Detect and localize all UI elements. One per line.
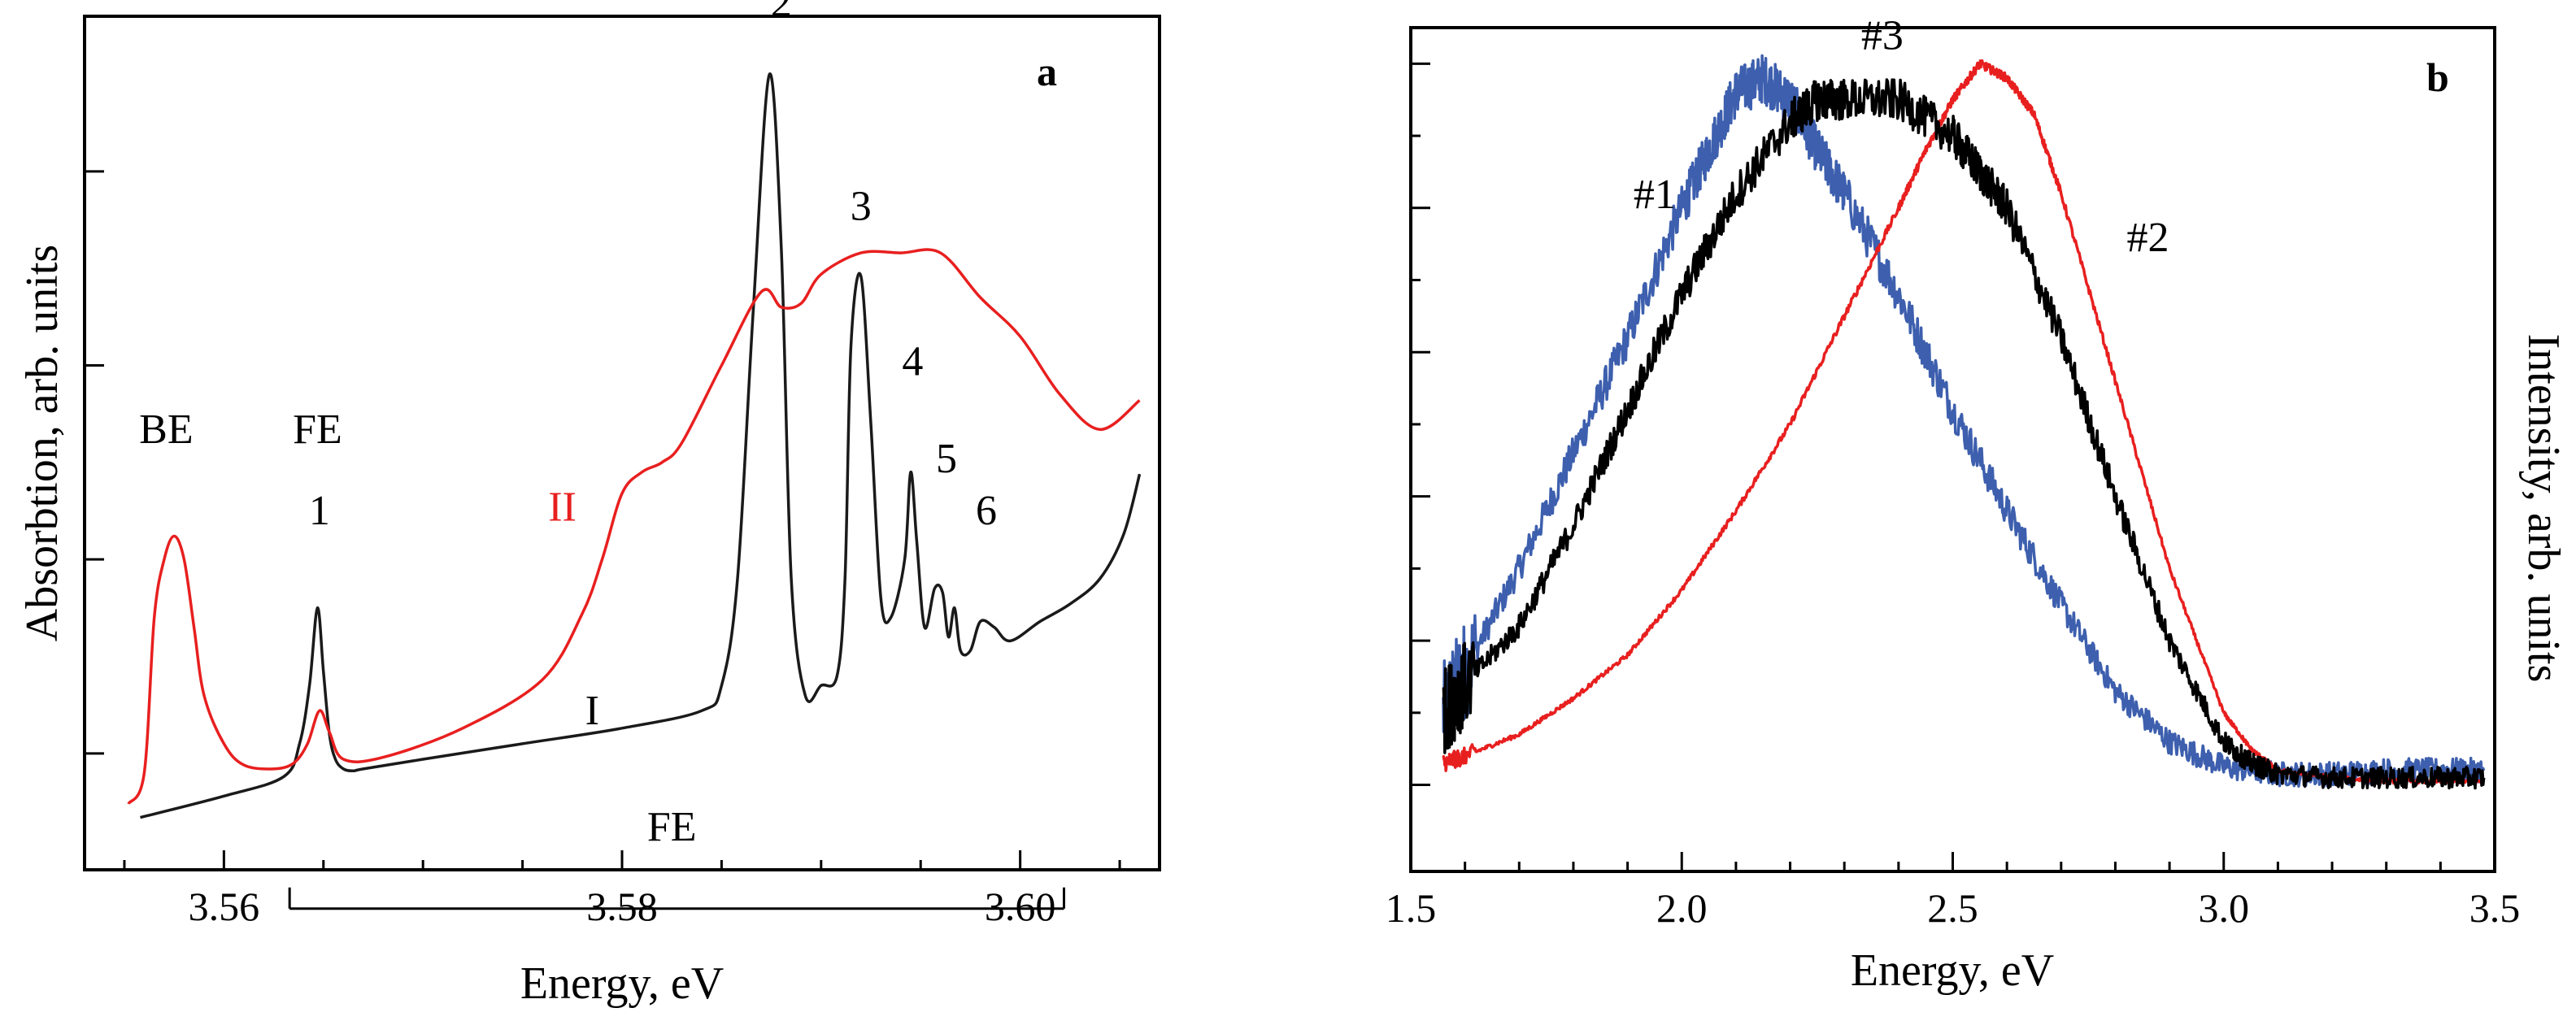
panel-b-y-ticks <box>1411 62 1430 787</box>
panel-a: 3.56 3.58 3.60 Energy, eV Absorbtion, arb.… <box>17 0 1161 1009</box>
x-tick-label: 3.58 <box>586 884 658 929</box>
annotation-label: 2 <box>771 0 792 26</box>
x-tick-label: 3.0 <box>2199 885 2250 931</box>
x-tick-label: 3.60 <box>985 884 1056 929</box>
annotation-label: 5 <box>936 436 957 482</box>
series-line-n1 <box>1442 54 2486 789</box>
panel-b-letter: b <box>2426 54 2449 100</box>
panel-a-x-ticks <box>123 850 1121 870</box>
series-line-I <box>140 72 1142 819</box>
annotation-label: I <box>585 688 599 734</box>
x-tick-label: 2.5 <box>1927 885 1978 931</box>
fe-series-bracket <box>288 887 1065 910</box>
x-tick-label: 3.56 <box>189 884 260 929</box>
annotation-label: FE <box>293 406 342 453</box>
annotation-label: #1 <box>1634 172 1676 218</box>
panel-b-x-axis-title: Energy, eV <box>1851 945 2054 996</box>
annotation-label: 1 <box>309 488 330 534</box>
annotation-label: 4 <box>902 338 923 385</box>
annotation-label: 6 <box>976 488 997 534</box>
annotation-label: II <box>548 484 577 530</box>
x-tick-label: 3.5 <box>2469 885 2521 931</box>
panel-a-x-tick-labels: 3.56 3.58 3.60 <box>189 884 1056 929</box>
x-tick-label: 2.0 <box>1656 885 1708 931</box>
panel-a-curves <box>127 72 1142 819</box>
panel-a-frame <box>83 15 1161 871</box>
panel-a-letter: a <box>1037 49 1057 94</box>
annotation-label: BE <box>139 406 193 453</box>
panel-a-y-axis-title: Absorbtion, arb. units <box>17 245 67 641</box>
annotation-label: #3 <box>1861 13 1904 59</box>
annotation-label: 3 <box>851 184 872 230</box>
x-tick-label: 1.5 <box>1386 885 1437 931</box>
panel-b-annotations: #1 #2 #3 <box>1634 13 2169 261</box>
series-line-II <box>127 248 1141 805</box>
panel-b-curves <box>1442 54 2486 790</box>
panel-a-x-axis-title: Energy, eV <box>520 958 724 1009</box>
panel-b-y-axis-title: Intensity, arb. units <box>2518 334 2569 683</box>
panel-a-y-ticks <box>85 170 104 755</box>
panel-b: 1.5 2.0 2.5 3.0 3.5 Energy, eV Intensity, ar… <box>1386 13 2569 996</box>
annotation-label: #2 <box>2126 215 2169 261</box>
panel-b-x-tick-labels: 1.5 2.0 2.5 3.0 3.5 <box>1386 885 2521 931</box>
panel-b-x-ticks <box>1409 852 2496 871</box>
annotation-label: FE <box>647 804 697 850</box>
series-line-n3 <box>1442 78 2486 790</box>
